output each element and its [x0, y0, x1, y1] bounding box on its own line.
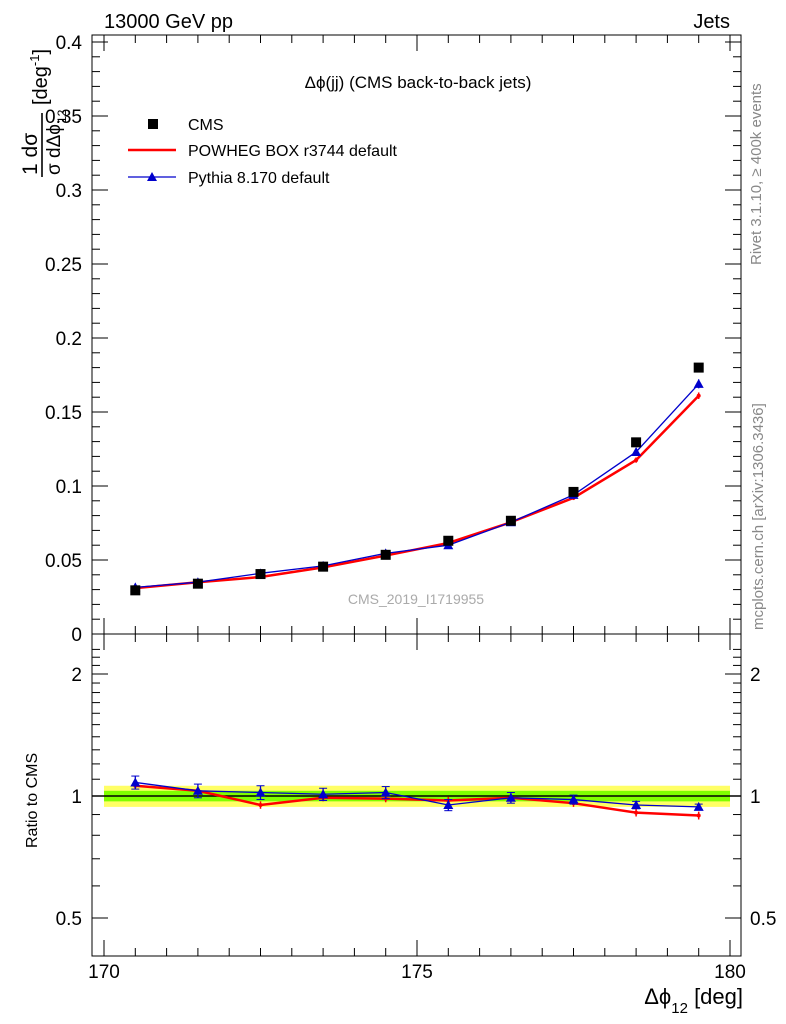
- ratio-line-powheg: [135, 784, 699, 817]
- y-axis-label-ratio: Ratio to CMS: [24, 753, 41, 848]
- ratio-pythia-point: [693, 801, 704, 811]
- main-data: [130, 362, 704, 596]
- cms-point: [631, 437, 642, 448]
- ratio-powheg-point: [634, 810, 639, 815]
- y-axis-label-main: 1 dσ σ dΔϕ 12 [deg-1]: [19, 49, 69, 177]
- y-tick-label: 0: [71, 625, 82, 646]
- ratio-y-tick-label-right: 1: [750, 787, 761, 808]
- ratio-line-pythia: [135, 781, 699, 808]
- x-tick-label: 170: [88, 962, 120, 983]
- pythia-point: [693, 378, 704, 388]
- watermark: CMS_2019_I1719955: [348, 591, 484, 607]
- legend-label: Pythia 8.170 default: [188, 170, 330, 187]
- ratio-y-tick-label-right: 0.5: [750, 909, 776, 930]
- pythia-point: [631, 446, 642, 456]
- chart-title: Δϕ(jj) (CMS back-to-back jets): [305, 73, 532, 92]
- cms-point: [443, 535, 454, 546]
- header-left: 13000 GeV pp: [104, 11, 233, 33]
- y-tick-label: 0.3: [56, 181, 82, 202]
- ratio-pythia-point: [443, 800, 454, 810]
- ratio-pythia-point: [631, 800, 642, 810]
- cms-point: [255, 569, 266, 580]
- ratio-ticks: 0.5 0.5 1 1 2 2 170 175 180: [56, 634, 776, 983]
- legend: CMS POWHEG BOX r3744 default Pythia 8.170 …: [128, 117, 398, 187]
- main-ticks: 0 0.05 0.1 0.15 0.2 0.25 0.3 0.35 0.4: [45, 33, 741, 646]
- y-tick-label: 0.1: [56, 477, 82, 498]
- cms-point: [693, 362, 704, 373]
- y-label-unit-sup: -1: [27, 55, 42, 67]
- y-label-unit-close: ]: [30, 49, 52, 55]
- cms-point: [380, 549, 391, 560]
- y-label-frac-bottom: σ dΔϕ: [44, 124, 65, 175]
- main-panel: 0 0.05 0.1 0.15 0.2 0.25 0.3 0.35 0.4 Δϕ(jj) (CM…: [45, 33, 742, 646]
- y-tick-label: 0.25: [45, 255, 82, 276]
- y-tick-label: 0.2: [56, 329, 82, 350]
- mcplots-label: mcplots.cern.ch [arXiv:1306.3436]: [750, 403, 767, 630]
- ratio-powheg-point: [258, 803, 263, 808]
- cms-point: [505, 515, 516, 526]
- ratio-pythia-point: [255, 787, 266, 797]
- x-label-sub: 12: [671, 1000, 688, 1017]
- header-right: Jets: [693, 11, 730, 33]
- ratio-y-tick-label-right: 2: [750, 665, 761, 686]
- ratio-y-tick-label: 1: [71, 787, 82, 808]
- y-tick-label: 0.4: [56, 33, 83, 54]
- powheg-point: [696, 393, 701, 398]
- x-axis-label: Δϕ12 [deg]: [644, 984, 743, 1017]
- ratio-pythia-point: [192, 785, 203, 795]
- ratio-y-tick-label: 2: [71, 665, 82, 686]
- y-tick-label: 0.35: [45, 107, 82, 128]
- x-label-unit-text: [deg]: [694, 984, 743, 1009]
- y-label-unit-text: [deg: [30, 66, 52, 105]
- ratio-pythia-point: [568, 794, 579, 804]
- series-line-powheg: [135, 394, 700, 590]
- cms-point: [318, 561, 329, 572]
- ratio-panel: 0.5 0.5 1 1 2 2 170 175 180: [56, 633, 776, 983]
- rivet-label: Rivet 3.1.10, ≥ 400k events: [748, 83, 765, 265]
- legend-marker-cms: [148, 119, 158, 129]
- legend-label: POWHEG BOX r3744 default: [188, 143, 398, 160]
- cms-point: [568, 486, 579, 497]
- y-label-sub: 12: [55, 109, 69, 123]
- y-tick-label: 0.15: [45, 403, 82, 424]
- ratio-pythia-point: [318, 789, 329, 799]
- legend-marker-pythia: [147, 172, 157, 181]
- y-label-unit: [deg-1]: [27, 49, 52, 105]
- series-line-pythia: [135, 383, 700, 589]
- ratio-pythia-point: [380, 787, 391, 797]
- ratio-y-tick-label: 0.5: [56, 909, 82, 930]
- ratio-pythia-point: [505, 792, 516, 802]
- y-tick-label: 0.05: [45, 551, 82, 572]
- legend-label: CMS: [188, 117, 224, 134]
- ratio-powheg-point: [696, 813, 701, 818]
- ratio-pythia-point: [130, 777, 141, 787]
- cms-point: [130, 585, 141, 596]
- y-label-frac-top: 1 dσ: [19, 133, 42, 175]
- x-label-symbol: Δϕ: [644, 984, 671, 1009]
- x-tick-label: 180: [714, 962, 746, 983]
- x-tick-label: 175: [401, 962, 433, 983]
- cms-point: [192, 578, 203, 589]
- powheg-point: [634, 458, 639, 463]
- ratio-data: [130, 775, 704, 820]
